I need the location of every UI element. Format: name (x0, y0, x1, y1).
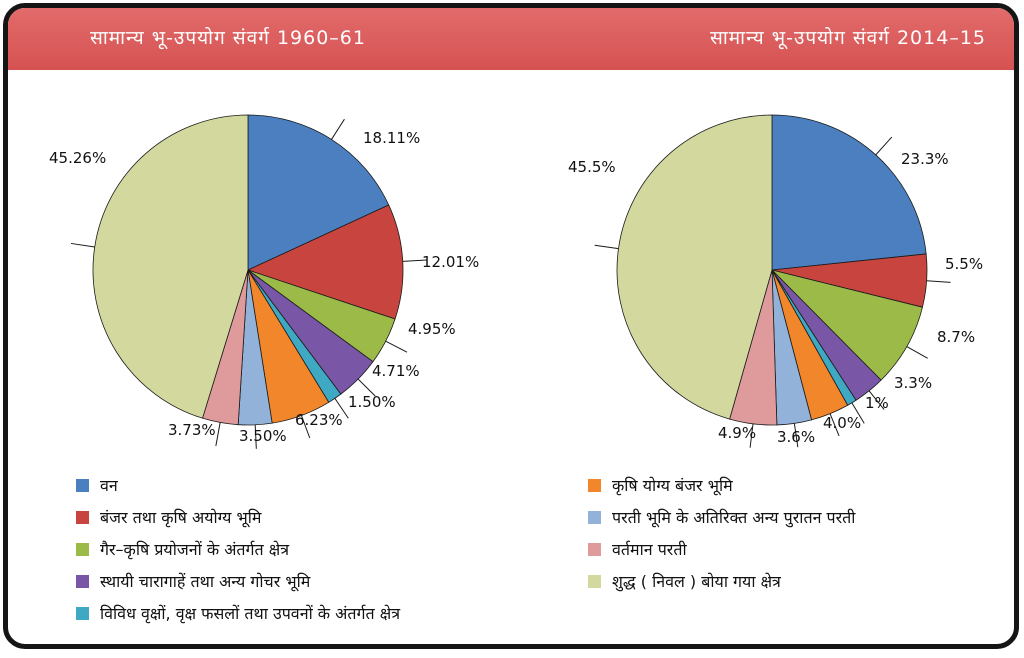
legend-swatch (588, 510, 601, 524)
leader-line (594, 244, 619, 250)
pie-slice (92, 114, 249, 419)
legend-label: वर्तमान परती (612, 540, 687, 559)
leader-line (331, 118, 345, 140)
legend-label: कृषि योग्य बंजर भूमि (612, 476, 733, 495)
leader-line (215, 422, 221, 447)
slice-label: 4.0% (823, 414, 861, 432)
chart-title-1960: सामान्य भू-उपयोग संवर्ग 1960–61 (90, 27, 366, 49)
leader-line (906, 346, 928, 359)
slice-label: 1.50% (348, 393, 396, 411)
legend-label: परती भूमि के अतिरिक्त अन्य पुरातन परती (612, 508, 856, 527)
legend-item: परती भूमि के अतिरिक्त अन्य पुरातन परती (588, 505, 855, 529)
leader-line (402, 259, 427, 262)
legend-item: स्थायी चारागाहें तथा अन्य गोचर भूमि (76, 569, 310, 593)
legend-item: वन (76, 473, 118, 497)
header-banner: सामान्य भू-उपयोग संवर्ग 1960–61 सामान्य … (8, 8, 1014, 70)
slice-label: 45.26% (49, 149, 106, 167)
pie-slice (770, 269, 923, 381)
leader-line (793, 423, 799, 448)
leader-line (254, 424, 257, 449)
legend-label: शुद्ध ( निवल ) बोया गया क्षेत्र (612, 572, 781, 591)
legend-swatch (76, 606, 89, 620)
slice-label: 5.5% (945, 255, 983, 273)
slice-label: 6.23% (295, 411, 343, 429)
slice-label: 3.50% (239, 427, 287, 445)
leader-line (875, 136, 893, 156)
legend-label: वन (100, 476, 118, 495)
leader-line (749, 423, 754, 448)
leader-line (926, 280, 951, 283)
slice-label: 3.3% (894, 374, 932, 392)
chart-title-2014: सामान्य भू-उपयोग संवर्ग 2014–15 (710, 27, 986, 49)
legend-label: बंजर तथा कृषि अयोग्य भूमि (100, 508, 262, 527)
pie-slice (616, 114, 773, 420)
slice-label: 45.5% (568, 158, 616, 176)
pie-chart-1960-61: 18.11% 12.01% 4.95% 4.71% 1.50% 6.23% 3.50% 3.7… (49, 114, 479, 449)
leader-line (301, 415, 311, 439)
leader-line (851, 402, 865, 424)
legend-label: गैर–कृषि प्रयोजनों के अंतर्गत क्षेत्र (100, 540, 290, 559)
leader-line (357, 378, 376, 397)
leader-line (829, 413, 840, 437)
slice-label: 4.71% (372, 362, 420, 380)
pie-charts: 18.11% 12.01% 4.95% 4.71% 1.50% 6.23% 3.50% 3.7… (49, 114, 983, 449)
legend-item: गैर–कृषि प्रयोजनों के अंतर्गत क्षेत्र (76, 537, 289, 561)
slice-label: 4.9% (718, 424, 756, 442)
slice-label: 3.6% (777, 428, 815, 446)
legend-item: बंजर तथा कृषि अयोग्य भूमि (76, 505, 261, 529)
slice-label: 8.7% (937, 328, 975, 346)
slice-label: 1% (865, 394, 889, 412)
legend-swatch (76, 478, 89, 492)
slice-label: 3.73% (168, 421, 216, 439)
legend-label: स्थायी चारागाहें तथा अन्य गोचर भूमि (100, 572, 311, 591)
legend-swatch (76, 510, 89, 524)
slice-label: 4.95% (408, 320, 456, 338)
leader-line (385, 340, 408, 353)
legend-swatch (588, 478, 601, 492)
legend-item: विविध वृक्षों, वृक्ष फसलों तथा उपवनों के… (76, 601, 400, 625)
legend-swatch (76, 574, 89, 588)
figure-frame: सामान्य भू-उपयोग संवर्ग 1960–61 सामान्य … (3, 3, 1019, 649)
legend-swatch (588, 574, 601, 588)
legend-item: शुद्ध ( निवल ) बोया गया क्षेत्र (588, 569, 781, 593)
pie-chart-2014-15: 23.3% 5.5% 8.7% 3.3% 1%4.0% 3.6% 4.9% 45.5% (568, 114, 983, 448)
leader-line (334, 398, 349, 419)
legend-label: विविध वृक्षों, वृक्ष फसलों तथा उपवनों के… (100, 604, 401, 623)
slice-label: 18.11% (363, 129, 420, 147)
legend-item: कृषि योग्य बंजर भूमि (588, 473, 733, 497)
slice-label: 23.3% (901, 150, 949, 168)
leader-line (868, 390, 885, 410)
slice-label: 12.01% (422, 253, 479, 271)
legend-item: वर्तमान परती (588, 537, 687, 561)
legend-swatch (76, 542, 89, 556)
legend-swatch (588, 542, 601, 556)
leader-line (70, 242, 95, 248)
pie-slice (771, 114, 927, 271)
